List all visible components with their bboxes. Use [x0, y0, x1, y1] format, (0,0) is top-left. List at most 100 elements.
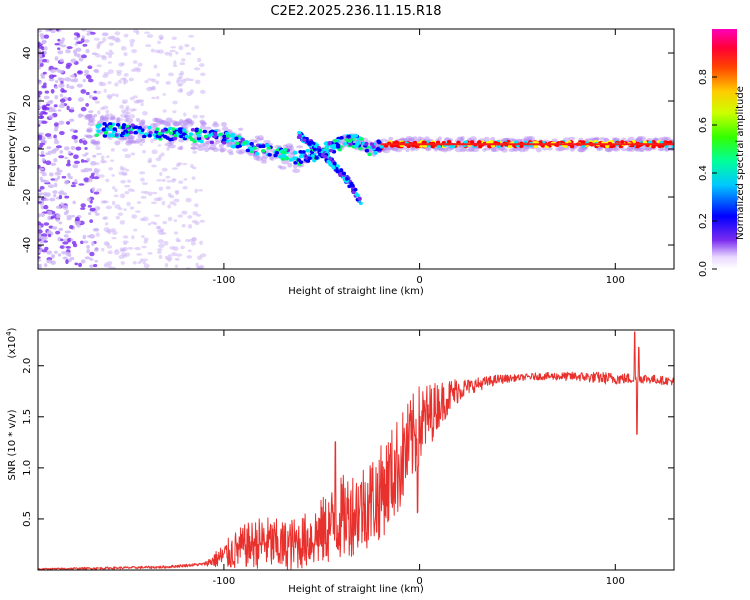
noise-dot	[123, 208, 127, 211]
haze-dot	[237, 151, 245, 155]
noise-dot	[46, 210, 53, 216]
noise-dot	[182, 162, 188, 166]
haze-dot	[292, 163, 298, 169]
colorbar-ticks: 0.0 0.2 0.4 0.6 0.8	[698, 69, 717, 277]
noise-dot	[83, 167, 90, 173]
noise-dot	[196, 213, 202, 217]
haze-dot	[218, 143, 224, 149]
noise-dot	[136, 99, 143, 103]
noise-dot	[55, 213, 61, 219]
noise-dot	[175, 51, 179, 55]
haze-dot	[84, 114, 91, 120]
noise-dot	[64, 77, 71, 82]
y-tick-label: 2.0	[22, 358, 33, 374]
noise-dot	[76, 83, 83, 88]
haze-dot	[121, 136, 127, 141]
noise-dot	[88, 78, 94, 83]
noise-dot	[40, 73, 45, 78]
haze-dot	[105, 113, 110, 120]
noise-dot	[95, 173, 100, 177]
noise-dot	[94, 100, 101, 104]
haze-dot	[657, 147, 665, 152]
band-dot	[192, 139, 197, 144]
noise-dot	[93, 176, 100, 180]
noise-dot	[47, 184, 55, 189]
noise-dot	[191, 46, 195, 51]
noise-dot	[88, 264, 95, 268]
noise-dot	[92, 154, 97, 158]
band-dot	[668, 140, 673, 145]
noise-dot	[38, 115, 44, 120]
noise-dot	[86, 32, 91, 36]
y-tick-label: 40	[22, 47, 33, 60]
noise-dot	[52, 190, 58, 194]
band-dot	[292, 150, 298, 155]
band-dot	[324, 145, 330, 149]
noise-dot	[100, 82, 107, 87]
noise-dot	[66, 214, 73, 219]
band-dot	[298, 150, 303, 154]
haze-dot	[296, 145, 304, 149]
noise-dot	[136, 253, 143, 256]
noise-dot	[122, 235, 129, 239]
noise-dot	[190, 241, 196, 246]
noise-dot	[141, 182, 148, 185]
noise-dot	[194, 79, 201, 85]
noise-dot	[48, 99, 53, 105]
noise-dot	[194, 203, 199, 208]
noise-dot	[54, 43, 60, 46]
noise-dot	[43, 50, 47, 55]
noise-dot	[177, 214, 183, 218]
noise-dot	[165, 175, 171, 179]
noise-dot	[82, 240, 89, 244]
noise-dot	[132, 108, 137, 112]
band-dot	[94, 133, 99, 137]
band-dot	[477, 140, 482, 144]
noise-dot	[117, 212, 124, 216]
noise-dot	[175, 190, 179, 196]
band-dot	[328, 148, 334, 153]
noise-dot	[198, 264, 205, 269]
noise-dot	[100, 200, 107, 204]
noise-dot	[43, 34, 50, 39]
noise-dot	[163, 240, 169, 246]
band-dot	[230, 144, 235, 149]
noise-dot	[58, 191, 62, 195]
noise-dot	[147, 157, 153, 163]
branch-dot	[328, 156, 333, 161]
haze-dot	[263, 139, 271, 144]
band-dot	[234, 141, 240, 146]
noise-dot	[38, 236, 42, 239]
noise-dot	[80, 106, 87, 112]
haze-dot	[551, 138, 558, 142]
band-dot	[371, 145, 376, 149]
noise-dot	[71, 134, 78, 140]
noise-dot	[122, 101, 127, 104]
noise-dot	[105, 178, 110, 183]
noise-dot	[63, 180, 70, 185]
noise-dot	[116, 72, 122, 76]
noise-dot	[184, 77, 191, 82]
band-dot	[178, 129, 183, 134]
noise-dot	[38, 263, 42, 267]
noise-dot	[55, 230, 61, 235]
noise-dot	[83, 39, 90, 43]
noise-dot	[139, 143, 143, 147]
noise-dot	[168, 72, 174, 77]
noise-dot	[80, 240, 84, 245]
band-dot	[487, 144, 492, 149]
noise-dot	[75, 216, 80, 222]
band-dot	[314, 156, 319, 160]
noise-dot	[91, 52, 98, 56]
haze-dot	[255, 156, 263, 162]
colorbar-tick-label: 0.0	[698, 261, 709, 277]
band-dot	[108, 125, 113, 129]
colorbar-label: Normalized spectral amplitude	[735, 86, 746, 240]
noise-dot	[59, 77, 66, 82]
noise-dot	[72, 243, 78, 248]
band-dot	[249, 142, 254, 146]
noise-dot	[105, 205, 112, 210]
noise-dot	[132, 60, 138, 64]
branch-dot	[320, 153, 325, 157]
band-dot	[620, 140, 625, 144]
